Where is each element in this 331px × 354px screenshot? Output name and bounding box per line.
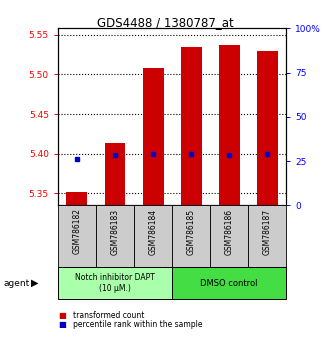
Bar — [181, 47, 202, 205]
Text: DMSO control: DMSO control — [201, 279, 258, 288]
Text: GSM786183: GSM786183 — [111, 209, 119, 255]
FancyBboxPatch shape — [210, 205, 248, 267]
Text: GDS4488 / 1380787_at: GDS4488 / 1380787_at — [97, 16, 234, 29]
Text: GSM786182: GSM786182 — [72, 209, 81, 255]
Text: Notch inhibitor DAPT
(10 μM.): Notch inhibitor DAPT (10 μM.) — [75, 274, 155, 293]
Text: agent: agent — [3, 279, 29, 288]
Text: transformed count: transformed count — [73, 311, 144, 320]
Text: ■: ■ — [58, 320, 66, 330]
Text: GSM786186: GSM786186 — [225, 209, 234, 255]
Text: percentile rank within the sample: percentile rank within the sample — [73, 320, 202, 330]
FancyBboxPatch shape — [58, 205, 96, 267]
Bar — [219, 45, 240, 205]
FancyBboxPatch shape — [172, 267, 286, 299]
Text: ▶: ▶ — [31, 278, 38, 288]
Text: ■: ■ — [58, 311, 66, 320]
Text: GSM786185: GSM786185 — [187, 209, 196, 255]
Bar — [105, 143, 125, 205]
FancyBboxPatch shape — [58, 267, 172, 299]
Bar — [143, 68, 164, 205]
FancyBboxPatch shape — [172, 205, 210, 267]
FancyBboxPatch shape — [248, 205, 286, 267]
Text: GSM786187: GSM786187 — [263, 209, 272, 255]
Bar — [257, 51, 278, 205]
Bar — [67, 192, 87, 205]
FancyBboxPatch shape — [134, 205, 172, 267]
Text: GSM786184: GSM786184 — [149, 209, 158, 255]
FancyBboxPatch shape — [96, 205, 134, 267]
